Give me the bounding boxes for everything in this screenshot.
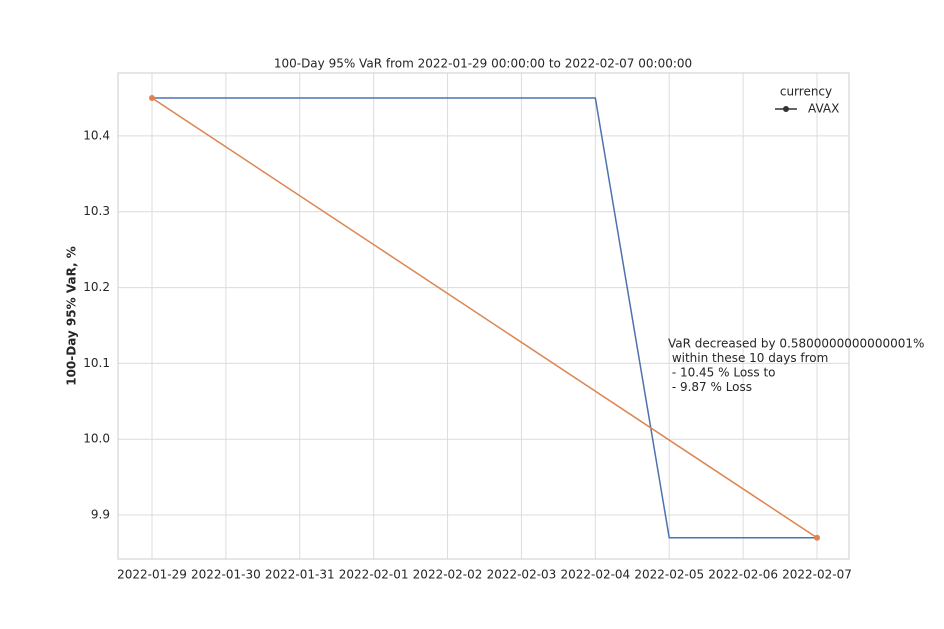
x-tick-label: 2022-01-31 — [265, 568, 335, 582]
y-tick-label: 10.0 — [83, 432, 110, 446]
legend-marker — [783, 106, 789, 112]
y-tick-label: 10.2 — [83, 280, 110, 294]
x-tick-label: 2022-02-04 — [560, 568, 630, 582]
x-tick-label: 2022-02-07 — [782, 568, 852, 582]
y-tick-label: 10.1 — [83, 356, 110, 370]
annotation: VaR decreased by 0.5800000000000001% — [668, 337, 924, 351]
x-tick-label: 2022-02-03 — [487, 568, 557, 582]
x-tick-label: 2022-01-29 — [117, 568, 187, 582]
x-tick-label: 2022-01-30 — [191, 568, 261, 582]
x-tick-label: 2022-02-02 — [413, 568, 483, 582]
point-marker — [814, 534, 820, 541]
annotation: within these 10 days from — [668, 351, 828, 365]
y-tick-label: 10.4 — [83, 128, 110, 142]
legend-title: currency — [780, 85, 832, 99]
y-tick-label: 9.9 — [91, 508, 110, 522]
series-line — [151, 97, 818, 539]
y-tick-label: 10.3 — [83, 204, 110, 218]
x-tick-label: 2022-02-06 — [708, 568, 778, 582]
x-tick-label: 2022-02-01 — [339, 568, 409, 582]
chart-title: 100-Day 95% VaR from 2022-01-29 00:00:00… — [274, 57, 692, 71]
legend-label: AVAX — [808, 102, 839, 116]
series-line — [152, 97, 817, 539]
annotation: - 9.87 % Loss — [668, 380, 752, 394]
point-marker — [149, 95, 155, 102]
annotation: - 10.45 % Loss to — [668, 366, 776, 380]
y-axis-label: 100-Day 95% VaR, % — [65, 246, 79, 386]
x-tick-label: 2022-02-05 — [634, 568, 704, 582]
plot-frame — [117, 72, 850, 560]
